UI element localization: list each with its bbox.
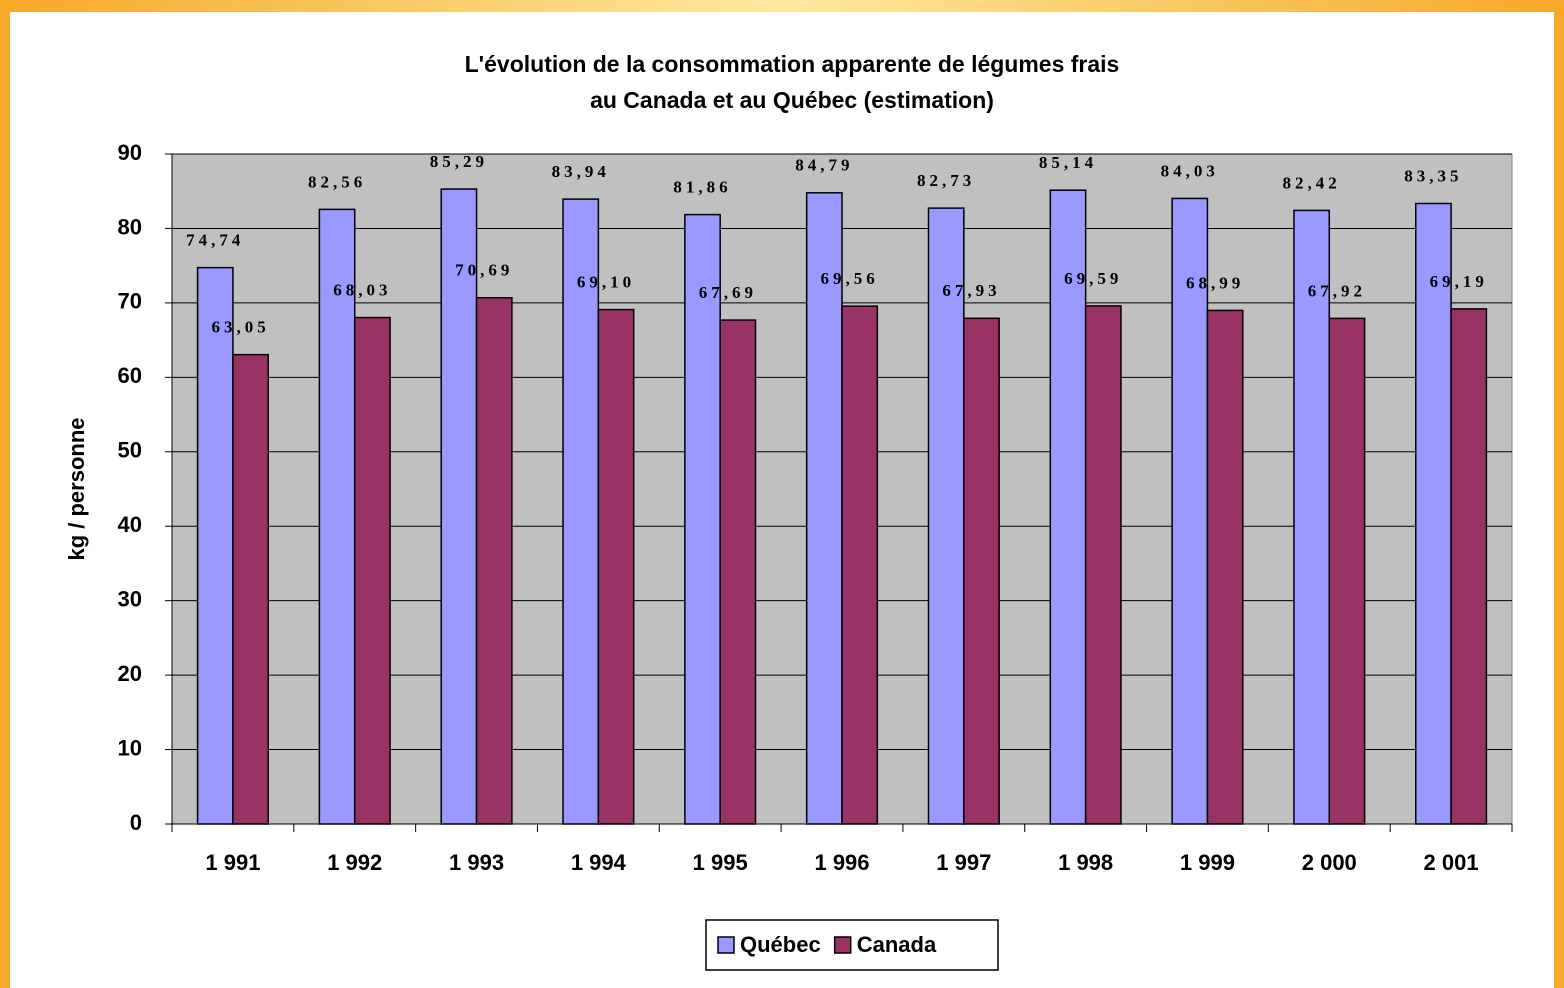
value-label: 84,03 (1161, 161, 1219, 180)
value-label: 67,93 (942, 281, 1000, 300)
x-tick-label: 1 995 (693, 850, 748, 875)
value-label: 85,14 (1039, 153, 1097, 172)
bar (562, 198, 600, 825)
bar (1450, 308, 1488, 825)
bar (1206, 309, 1244, 825)
value-label: 63,05 (211, 318, 269, 337)
value-label: 69,56 (821, 269, 879, 288)
value-label: 69,59 (1064, 269, 1122, 288)
bar (841, 305, 879, 825)
y-tick-label: 20 (118, 661, 142, 686)
bar (196, 266, 234, 825)
x-tick-label: 1 992 (327, 850, 382, 875)
value-label: 68,03 (333, 280, 391, 299)
y-tick-label: 40 (118, 512, 142, 537)
value-label: 82,42 (1282, 173, 1340, 192)
value-label: 83,94 (552, 162, 610, 181)
y-tick-label: 70 (118, 289, 142, 314)
x-tick-label: 2 000 (1302, 850, 1357, 875)
legend-label: Québec (740, 932, 821, 957)
value-label: 74,74 (186, 231, 244, 250)
value-label: 85,29 (430, 152, 488, 171)
bar (597, 308, 635, 825)
x-tick-label: 1 991 (205, 850, 260, 875)
y-tick-label: 10 (118, 735, 142, 760)
legend (705, 919, 999, 971)
y-tick-label: 30 (118, 586, 142, 611)
chart-title: au Canada et au Québec (estimation) (590, 87, 994, 113)
value-label: 82,73 (917, 171, 975, 190)
bar (440, 188, 478, 825)
y-tick-label: 60 (118, 363, 142, 388)
bar (927, 207, 965, 825)
bar (719, 319, 757, 825)
value-label: 67,92 (1308, 281, 1366, 300)
x-tick-label: 1 998 (1058, 850, 1113, 875)
chart-title: L'évolution de la consommation apparente… (465, 51, 1120, 77)
y-tick-label: 0 (130, 810, 142, 835)
bar (1049, 189, 1087, 825)
x-tick-label: 1 994 (571, 850, 627, 875)
value-label: 82,56 (308, 172, 366, 191)
bar (1415, 202, 1452, 825)
bar (232, 353, 269, 825)
bar (353, 316, 391, 825)
legend-label: Canada (857, 932, 937, 957)
value-label: 68,99 (1186, 273, 1244, 292)
x-tick-label: 2 001 (1424, 850, 1479, 875)
value-label: 70,69 (455, 261, 513, 280)
value-label: 84,79 (795, 156, 853, 175)
bar (475, 297, 513, 825)
x-tick-label: 1 999 (1180, 850, 1235, 875)
x-tick-label: 1 997 (936, 850, 991, 875)
y-tick-label: 80 (118, 214, 142, 239)
bar (963, 317, 1000, 825)
legend-swatch (833, 936, 852, 954)
value-label: 67,69 (699, 283, 757, 302)
bar (1293, 209, 1331, 825)
x-tick-label: 1 993 (449, 850, 504, 875)
bar (684, 213, 721, 825)
y-tick-label: 90 (118, 140, 142, 165)
x-tick-label: 1 996 (814, 850, 869, 875)
y-tick-label: 50 (118, 438, 142, 463)
value-label: 69,19 (1430, 272, 1488, 291)
legend-swatch (717, 936, 735, 954)
value-label: 83,35 (1404, 166, 1462, 185)
bar (1328, 317, 1366, 825)
y-axis-label: kg / personne (64, 417, 89, 560)
value-label: 69,10 (577, 272, 635, 291)
bar (1084, 305, 1122, 825)
bar (1171, 197, 1209, 825)
value-label: 81,86 (673, 178, 731, 197)
bar (318, 208, 356, 825)
